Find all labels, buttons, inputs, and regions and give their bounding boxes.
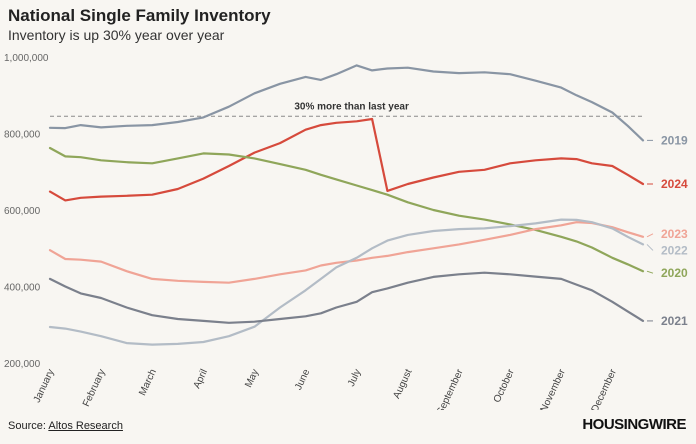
- source-note: Source: Altos Research: [8, 420, 123, 432]
- chart-subtitle: Inventory is up 30% year over year: [8, 27, 225, 43]
- end-label-2024: 2024: [661, 177, 688, 191]
- source-link[interactable]: Altos Research: [48, 420, 123, 432]
- end-label-leader-2022: [646, 244, 654, 251]
- x-tick-label: June: [293, 367, 312, 392]
- end-label-2021: 2021: [661, 314, 688, 328]
- series-line-2024: [48, 117, 645, 202]
- series-line-2020: [48, 146, 645, 273]
- y-tick-label: 800,000: [4, 130, 41, 141]
- x-tick-label: May: [243, 368, 261, 390]
- x-tick-label: January: [32, 368, 57, 405]
- series-line-2023: [48, 221, 645, 284]
- x-tick-label: August: [391, 367, 414, 400]
- y-tick-label: 200,000: [4, 359, 41, 370]
- chart-title: National Single Family Inventory: [8, 6, 271, 25]
- x-tick-label: April: [192, 368, 210, 391]
- end-label-2023: 2023: [661, 227, 688, 241]
- end-label-leader-2023: [646, 233, 654, 238]
- end-label-2020: 2020: [661, 266, 688, 280]
- y-tick-label: 1,000,000: [4, 53, 49, 64]
- end-label-2022: 2022: [661, 243, 688, 257]
- y-tick-label: 600,000: [4, 206, 41, 217]
- x-tick-label: February: [81, 368, 108, 409]
- end-label-2019: 2019: [661, 133, 688, 147]
- housingwire-logo: HOUSINGWIRE: [582, 416, 686, 433]
- inventory-line-chart: 200,000 400,000 600,000 800,000 1,000,000 Jan…: [4, 53, 688, 410]
- source-label: Source:: [8, 420, 49, 432]
- x-tick-label: December: [590, 367, 620, 410]
- y-tick-label: 400,000: [4, 283, 41, 294]
- end-label-leader-2020: [646, 270, 654, 274]
- series-line-2021: [48, 271, 645, 324]
- x-tick-label: September: [435, 367, 466, 410]
- x-tick-label: November: [538, 367, 568, 410]
- x-tick-label: October: [492, 367, 517, 404]
- x-tick-label: July: [346, 368, 363, 389]
- series-line-2019: [48, 64, 645, 142]
- reference-line-label: 30% more than last year: [294, 101, 409, 112]
- x-tick-label: March: [137, 368, 159, 398]
- series-line-2022: [48, 218, 645, 346]
